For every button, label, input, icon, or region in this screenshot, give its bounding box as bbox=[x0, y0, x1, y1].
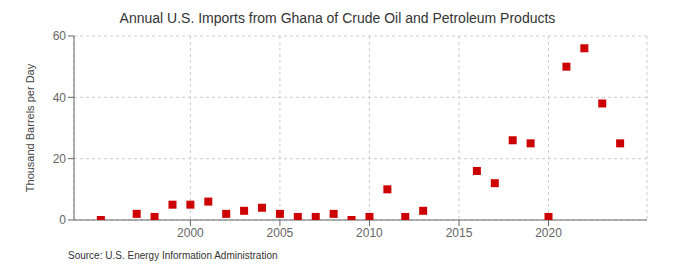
svg-text:2015: 2015 bbox=[446, 226, 473, 240]
svg-text:2005: 2005 bbox=[267, 226, 294, 240]
svg-text:60: 60 bbox=[53, 29, 67, 43]
svg-text:40: 40 bbox=[53, 91, 67, 105]
html-text:Source: U.S. Energy Informatio: Source: U.S. Energy Information Administ… bbox=[68, 250, 278, 261]
svg-text:2020: 2020 bbox=[535, 226, 562, 240]
svg-text:2010: 2010 bbox=[356, 226, 383, 240]
html-text:Annual U.S. Imports from Ghana: Annual U.S. Imports from Ghana of Crude … bbox=[119, 10, 556, 26]
svg-text:0: 0 bbox=[59, 213, 66, 227]
svg-text:Thousand Barrels per Day: Thousand Barrels per Day bbox=[24, 63, 36, 192]
svg-text:20: 20 bbox=[53, 152, 67, 166]
svg-text:2000: 2000 bbox=[177, 226, 204, 240]
